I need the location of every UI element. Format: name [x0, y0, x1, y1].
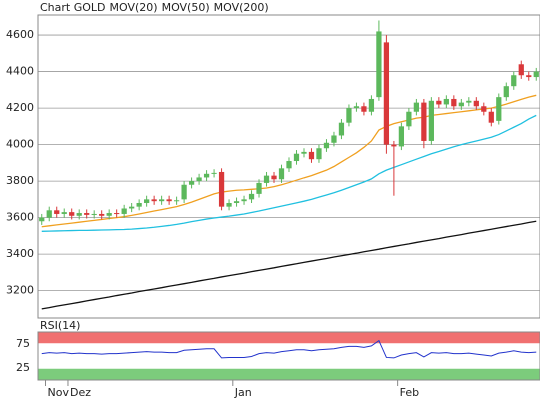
candle-body: [263, 175, 270, 183]
candle-body: [496, 97, 502, 121]
candle-body: [54, 210, 60, 214]
candle-body: [526, 75, 532, 78]
candle-body: [84, 213, 90, 215]
moving-average-line: [41, 114, 537, 232]
candle-body: [443, 98, 449, 105]
candle-body: [248, 193, 255, 200]
candle-body: [488, 111, 494, 123]
candle-body: [211, 172, 217, 174]
y-tick-label: 3400: [6, 247, 34, 260]
candle-body: [436, 100, 442, 105]
candle-body: [166, 199, 172, 202]
candle-body: [376, 31, 382, 98]
candle-body: [129, 206, 135, 209]
candle-body: [188, 181, 195, 185]
candle-body: [233, 201, 240, 204]
candle-body: [473, 100, 479, 107]
candle-body: [226, 203, 232, 207]
candle-body: [518, 64, 524, 76]
candle-body: [451, 98, 457, 107]
candle-body: [106, 213, 112, 216]
candle-body: [196, 177, 202, 182]
candle-body: [398, 126, 405, 147]
legend-entry: Chart GOLD: [40, 1, 106, 14]
candle-body: [121, 208, 127, 214]
y-tick-label: 3200: [6, 284, 34, 297]
candle-body: [346, 108, 352, 123]
lower-zone: [38, 368, 540, 380]
candle-body: [413, 102, 419, 112]
legend-entry: MOV(20): [110, 1, 158, 14]
candle-body: [99, 213, 105, 216]
candle-body: [368, 98, 375, 112]
candle-body: [256, 182, 262, 194]
candle-body: [503, 86, 509, 98]
candle-body: [76, 213, 82, 216]
x-tick-label: Dez: [70, 386, 91, 399]
x-tick-label: Feb: [400, 386, 419, 399]
candle-body: [278, 168, 285, 180]
y-tick-label: 4600: [6, 28, 34, 41]
legend-entry: MOV(200): [214, 1, 269, 14]
candle-body: [293, 153, 300, 162]
candle-body: [114, 213, 120, 215]
candle-body: [203, 173, 210, 178]
candle-body: [406, 111, 412, 127]
candle-body: [286, 161, 292, 169]
x-tick-label: Jan: [234, 386, 252, 399]
candle-body: [173, 200, 180, 202]
legend-entry: MOV(50): [162, 1, 210, 14]
candle-body: [151, 199, 157, 202]
candle-body: [353, 106, 360, 109]
candle-body: [316, 148, 322, 160]
candle-body: [428, 100, 434, 141]
y-tick-label: 3600: [6, 211, 34, 224]
moving-average-line: [41, 220, 537, 310]
candle-body: [458, 102, 464, 107]
plot-frame: [37, 14, 540, 319]
candle-body: [181, 184, 187, 200]
candle-body: [218, 171, 225, 207]
x-tick-label: Nov: [47, 386, 69, 399]
candle-body: [331, 135, 337, 143]
candle-body: [466, 100, 472, 103]
upper-zone: [38, 332, 540, 344]
rsi-line: [41, 339, 537, 359]
candle-body: [533, 71, 539, 78]
candle-body: [241, 199, 247, 202]
y-tick-label: 3800: [6, 174, 34, 187]
candle-body: [144, 199, 150, 204]
candle-body: [39, 217, 45, 222]
candle-body: [391, 144, 397, 147]
panel-title: RSI(14): [40, 319, 80, 332]
candle-body: [383, 42, 390, 145]
candle-body: [511, 75, 517, 87]
candle-body: [421, 102, 427, 141]
candle-body: [46, 210, 52, 218]
candle-body: [308, 151, 315, 160]
candle-body: [361, 106, 367, 112]
y-tick-label: 75: [16, 337, 30, 350]
candle-body: [136, 203, 142, 207]
y-tick-label: 4200: [6, 101, 34, 114]
candle-body: [338, 122, 345, 136]
candle-body: [61, 212, 67, 214]
candle-body: [271, 175, 277, 180]
y-tick-label: 4000: [6, 138, 34, 151]
plot-frame: [37, 331, 540, 381]
candle-body: [481, 106, 487, 112]
candle-body: [323, 142, 330, 149]
y-tick-label: 4400: [6, 65, 34, 78]
candle-body: [159, 199, 165, 202]
y-tick-label: 25: [16, 361, 30, 374]
candle-body: [91, 213, 97, 215]
candle-body: [69, 212, 75, 216]
candle-body: [301, 151, 307, 154]
